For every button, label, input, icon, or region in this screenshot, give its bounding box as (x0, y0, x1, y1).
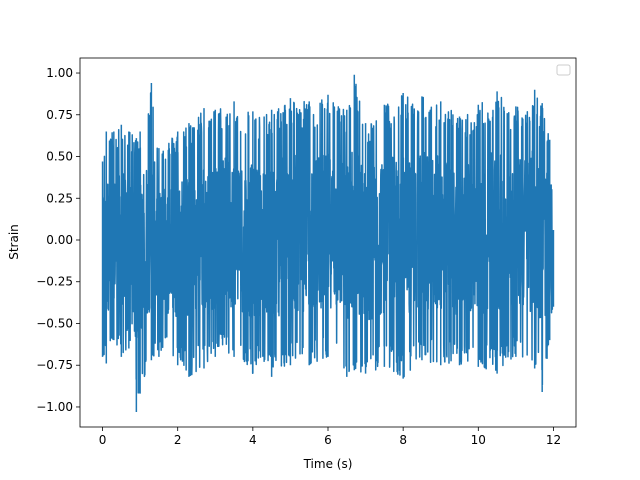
strain-series-line (101, 74, 555, 412)
series-layer (101, 74, 555, 412)
legend-box (556, 64, 571, 76)
x-tick-label: 8 (399, 433, 407, 447)
y-axis: −1.00 −0.75 −0.50 −0.25 0.00 0.25 0.50 0.75 1.00 (36, 66, 80, 414)
y-tick-label: 0.75 (46, 108, 73, 122)
x-tick-label: 10 (471, 433, 486, 447)
y-tick-label: −0.50 (36, 316, 73, 330)
x-axis: 0 2 4 6 8 10 12 (99, 427, 561, 447)
y-tick-label: −0.25 (36, 275, 73, 289)
y-tick-label: −1.00 (36, 400, 73, 414)
x-tick-label: 12 (546, 433, 561, 447)
y-tick-label: 0.50 (46, 150, 73, 164)
x-axis-label: Time (s) (303, 457, 353, 471)
y-tick-label: 0.25 (46, 191, 73, 205)
y-tick-label: 0.00 (46, 233, 73, 247)
x-tick-label: 4 (249, 433, 257, 447)
x-tick-label: 0 (99, 433, 107, 447)
y-tick-label: −0.75 (36, 358, 73, 372)
y-axis-label: Strain (7, 224, 21, 260)
x-tick-label: 2 (174, 433, 182, 447)
y-tick-label: 1.00 (46, 66, 73, 80)
legend (556, 64, 571, 76)
x-tick-label: 6 (324, 433, 332, 447)
